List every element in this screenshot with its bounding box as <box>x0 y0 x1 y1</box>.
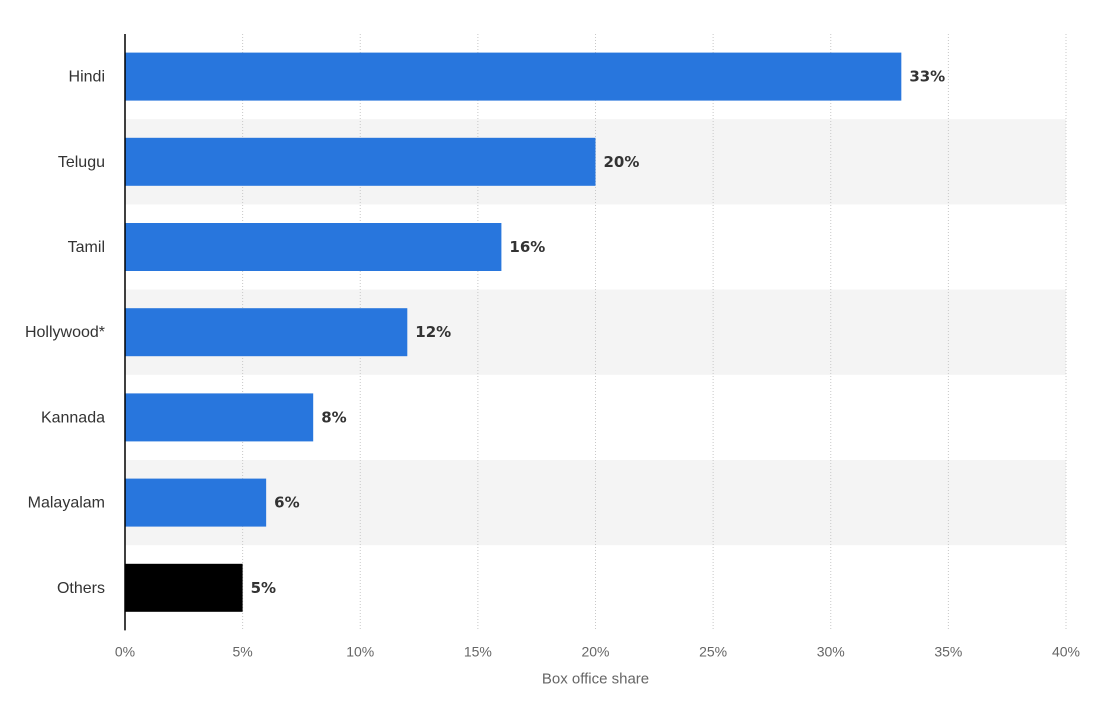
data-label: 6% <box>274 494 299 512</box>
x-tick-label: 5% <box>233 643 253 659</box>
x-tick-label: 35% <box>934 643 962 659</box>
data-label: 20% <box>604 153 640 171</box>
x-tick-label: 10% <box>346 643 374 659</box>
x-tick-label: 20% <box>581 643 609 659</box>
bar[interactable] <box>125 563 243 612</box>
data-label: 33% <box>909 68 945 86</box>
data-label: 12% <box>415 323 451 341</box>
bar[interactable] <box>125 137 596 186</box>
x-tick-label: 30% <box>817 643 845 659</box>
category-label: Kannada <box>41 409 105 426</box>
x-tick-labels: 0% 5% 10% 15% 20% 25% 30% 35% 40% <box>115 643 1080 659</box>
x-tick-label: 0% <box>115 643 135 659</box>
bar[interactable] <box>125 223 502 271</box>
x-axis-title: Box office share <box>542 670 649 687</box>
category-label: Telugu <box>58 154 105 171</box>
bars <box>125 52 902 612</box>
x-tick-label: 15% <box>464 643 492 659</box>
bar[interactable] <box>125 52 902 101</box>
data-label: 16% <box>509 238 545 256</box>
data-label: 8% <box>321 408 346 426</box>
bar[interactable] <box>125 393 314 442</box>
data-label: 5% <box>251 579 276 597</box>
category-label: Others <box>57 580 105 597</box>
bar[interactable] <box>125 308 408 357</box>
category-label: Hindi <box>69 69 105 86</box>
x-tick-label: 40% <box>1052 643 1080 659</box>
category-label: Malayalam <box>28 495 105 512</box>
grid-lines <box>242 34 1067 631</box>
category-label: Tamil <box>68 239 105 256</box>
x-tick-label: 25% <box>699 643 727 659</box>
category-labels: Hindi Telugu Tamil Hollywood* Kannada Malayal… <box>25 69 105 597</box>
category-label: Hollywood* <box>25 324 105 341</box>
value-labels: 33% 20% 16% 12% 8% 6% 5% <box>251 68 946 597</box>
bar[interactable] <box>125 478 267 527</box>
